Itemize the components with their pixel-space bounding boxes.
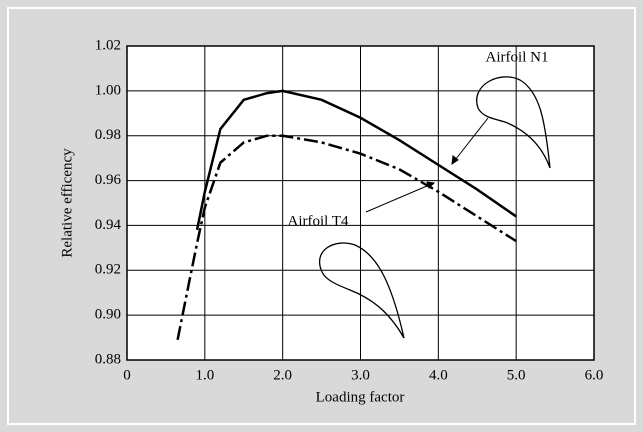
y-tick-label: 1.02 [95, 37, 121, 53]
frame [7, 7, 636, 425]
series-label: Airfoil T4 [288, 213, 349, 229]
arrow-t4 [365, 182, 435, 213]
series-line [176, 134, 517, 341]
y-axis-label: Relative efficency [59, 148, 75, 258]
x-tick-label: 5.0 [507, 367, 526, 383]
y-tick-label: 1.00 [95, 82, 121, 98]
y-tick-label: 0.94 [95, 217, 122, 233]
arrow-n1 [451, 117, 489, 165]
y-tick-label: 0.92 [95, 262, 121, 278]
airfoils [319, 76, 551, 339]
arrow-head [451, 155, 459, 166]
y-tick-label: 0.90 [95, 307, 121, 323]
series-label: Airfoil N1 [486, 49, 549, 65]
x-tick-label: 3.0 [351, 367, 370, 383]
x-tick-label: 4.0 [429, 367, 448, 383]
airfoil-t4-shape [319, 242, 405, 339]
x-tick-label: 1.0 [195, 367, 214, 383]
x-tick-label: 6.0 [585, 367, 604, 383]
series-line [195, 89, 517, 231]
y-tick-label: 0.98 [95, 127, 121, 143]
y-tick-label: 0.88 [95, 351, 121, 367]
airfoil-n1-shape [476, 76, 551, 169]
x-tick-label: 2.0 [273, 367, 292, 383]
x-tick-label: 0 [123, 367, 131, 383]
x-axis-label: Loading factor [316, 389, 405, 405]
y-tick-label: 0.96 [95, 172, 122, 188]
